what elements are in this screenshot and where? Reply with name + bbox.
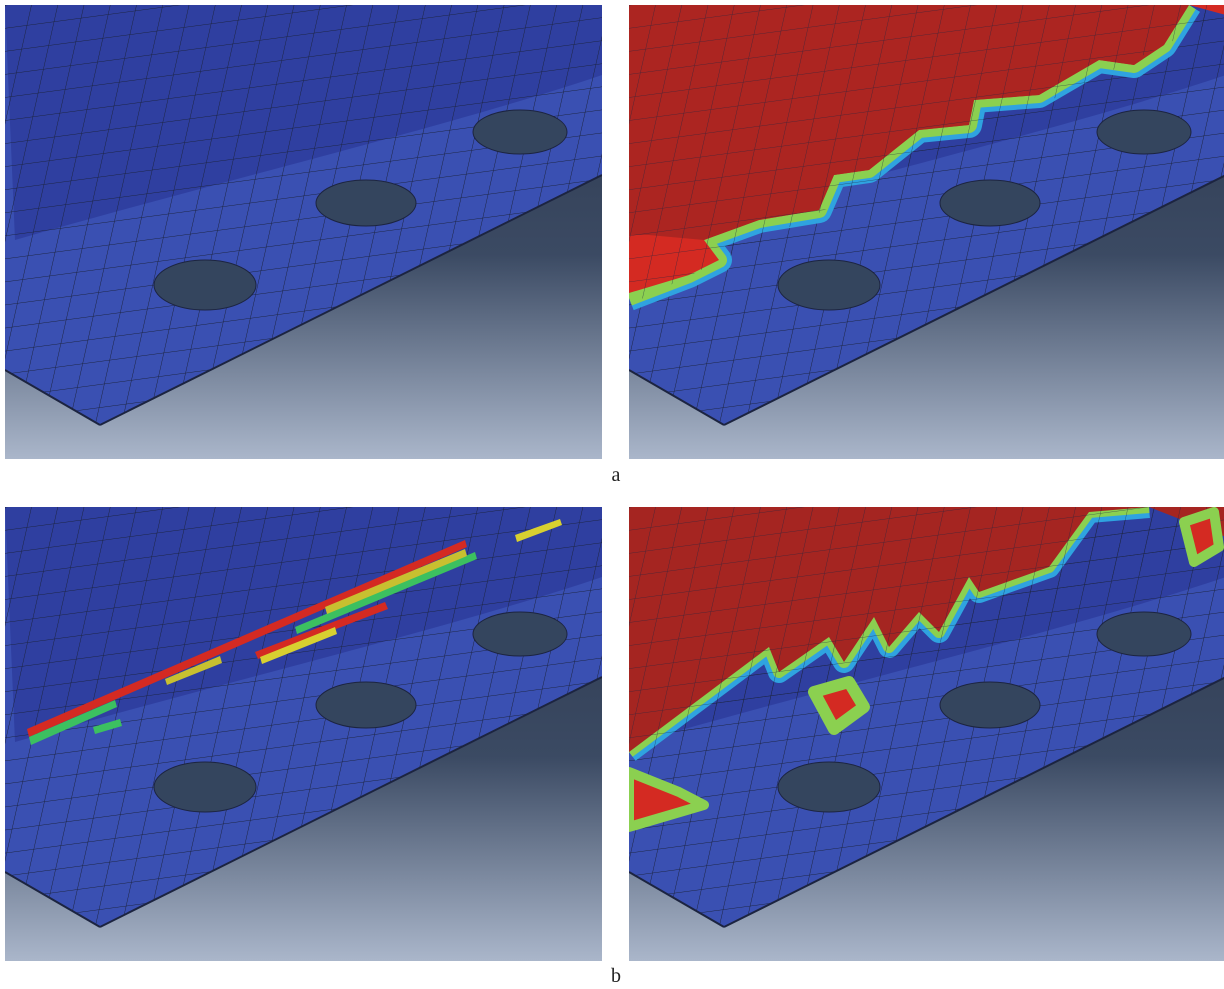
panel-b-right: [629, 507, 1224, 961]
figure: a b: [0, 0, 1224, 989]
panel-a-left: [5, 5, 602, 459]
panel-label: b: [611, 965, 621, 987]
panel-render: [5, 507, 602, 961]
panel-b-left: [5, 507, 602, 961]
red-patch: [1184, 512, 1219, 562]
panel-label: a: [612, 464, 621, 486]
page: Simulation panels {"panels": [{"label": …: [0, 0, 1224, 989]
panel-render: [5, 5, 602, 459]
page-body: a b (() => { const data = JSON.pa: [0, 0, 1224, 989]
panel-a-right: [629, 5, 1224, 459]
